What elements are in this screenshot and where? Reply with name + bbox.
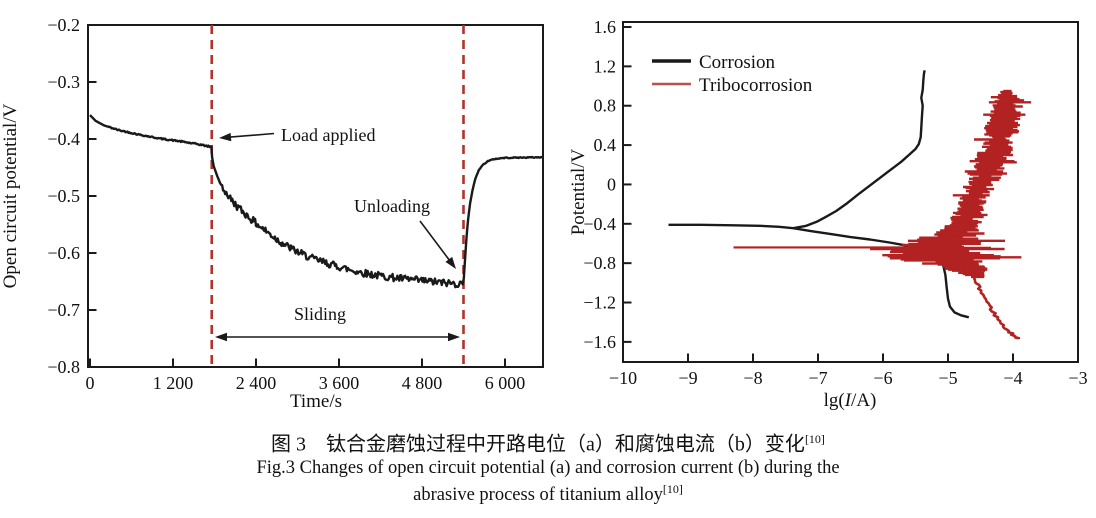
y-tick-label: −0.8 [583,253,616,273]
x-tick-label: −10 [609,368,637,388]
load-applied-arrow [226,132,275,139]
x-tick-label: 0 [86,373,95,393]
x-tick-label: 3 600 [319,373,360,393]
tribocorrosion-tail [972,277,1021,340]
unloading-arrow [419,220,452,264]
caption-zh-ref: [10] [804,432,825,446]
y-tick-label: −0.6 [47,243,80,263]
y-axis-title: Potential/V [568,148,589,235]
y-tick-label: 0.4 [594,135,617,155]
y-tick-label: −0.7 [47,300,80,320]
y-tick-label: −0.2 [47,15,80,35]
x-tick-label: 1 200 [153,373,194,393]
x-tick-label: −5 [938,368,957,388]
y-tick-label: −1.6 [583,332,616,352]
y-axis-title: Open circuit potential/V [0,103,21,288]
x-tick-label: 4 800 [402,373,443,393]
y-tick-label: 0 [607,174,616,194]
load-applied-label: Load applied [281,125,375,145]
arrowhead [448,332,460,342]
arrowhead [445,256,456,269]
chart-b-group: 1.6 1.2 0.8 0.4 0 −0.4 −0.8 −1.2 −1.6 −10 −9 −8 −7 −6… [568,17,1088,411]
corrosion-curve-anodic [668,70,926,230]
y-tick-label: −0.4 [47,129,80,149]
y-tick-label: 1.6 [594,17,617,37]
x-tick-label: −7 [808,368,827,388]
plot-frame [622,21,1079,363]
y-tick-label: −1.2 [583,293,616,313]
arrowhead [219,132,232,142]
y-tick-label: 1.2 [594,56,617,76]
caption-zh: 图 3 钛合金磨蚀过程中开路电位（a）和腐蚀电流（b）变化[10] [271,432,825,456]
caption-en-ref: [10] [662,481,683,496]
caption-en-line1: Fig.3 Changes of open circuit potential … [256,457,840,478]
chart-polarization-curves: 1.6 1.2 0.8 0.4 0 −0.4 −0.8 −1.2 −1.6 −10 −9 −8 −7 −6… [568,17,1088,411]
sliding-label: Sliding [294,304,346,324]
x-tick-label: −6 [873,368,892,388]
x-tick-label: 2 400 [236,373,277,393]
chart-a-group: −0.2 −0.3 −0.4 −0.5 −0.6 −0.7 −0.8 0 1 200 2 400 3… [0,15,544,412]
legend-label-tribocorrosion: Tribocorrosion [699,75,813,96]
x-axis-title: Time/s [290,391,342,412]
x-tick-label: 6 000 [485,373,526,393]
x-tick-label: −3 [1068,368,1087,388]
y-tick-label: −0.8 [47,357,80,377]
arrowhead [215,332,227,342]
tribocorrosion-band [870,89,1032,279]
y-tick-label: 0.8 [594,96,617,116]
y-tick-label: −0.4 [583,214,616,234]
x-tick-label: −9 [678,368,697,388]
figure-caption: 图 3 钛合金磨蚀过程中开路电位（a）和腐蚀电流（b）变化[10] Fig.3 … [0,426,1096,506]
legend-label-corrosion: Corrosion [699,52,776,73]
unloading-label: Unloading [354,196,430,216]
x-axis-title: lg(I/A) [824,390,877,411]
x-tick-label: −4 [1003,368,1022,388]
x-tick-label: −8 [743,368,762,388]
chart-open-circuit-potential: −0.2 −0.3 −0.4 −0.5 −0.6 −0.7 −0.8 0 1 200 2 400 3… [0,15,544,412]
annotations: Load applied Unloading Sliding [215,125,460,342]
ocp-curve [89,114,544,289]
y-tick-label: −0.5 [47,186,80,206]
y-tick-label: −0.3 [47,72,80,92]
caption-en-line2: abrasive process of titanium alloy[10] [413,481,683,505]
